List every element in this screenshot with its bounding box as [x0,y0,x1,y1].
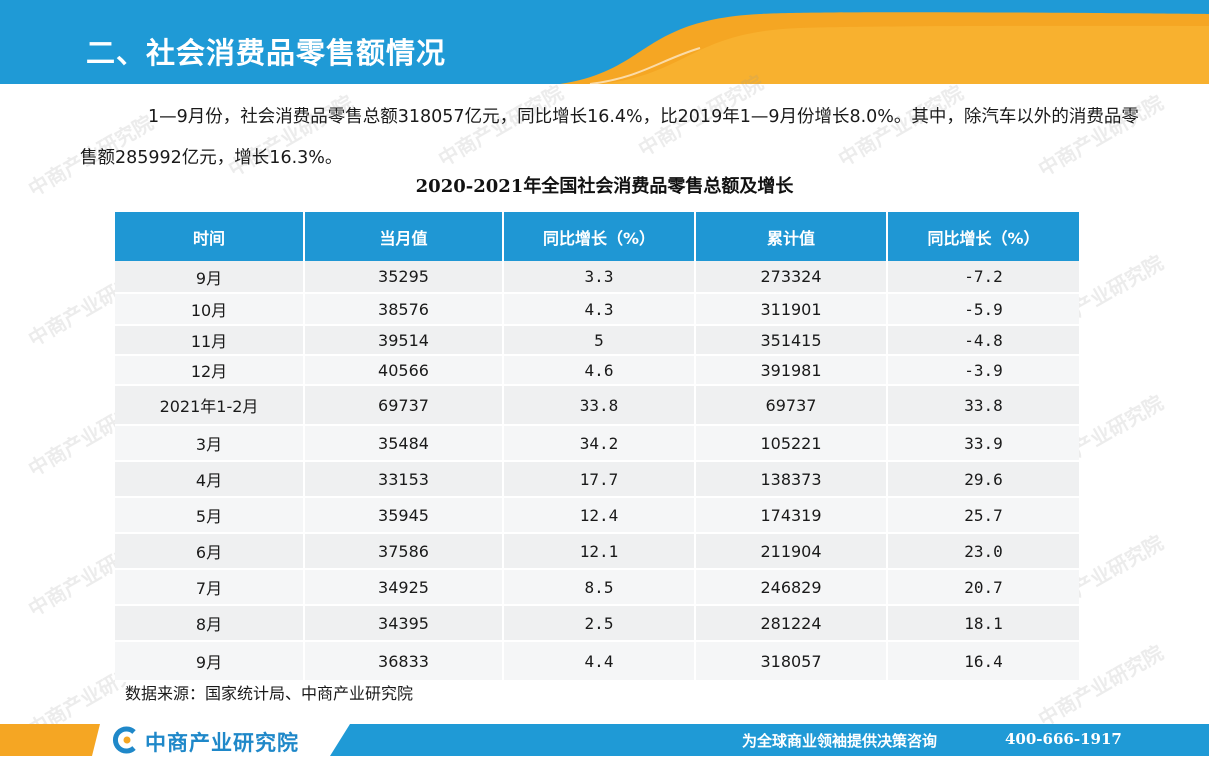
cell-monthly-value: 34395 [304,605,504,642]
cell-cumulative-value: 273324 [695,261,888,294]
cell-monthly-yoy: 17.7 [503,461,696,498]
column-header-time: 时间 [115,212,305,261]
table-row: 3月 35484 34.2 105221 33.9 [115,425,1079,462]
cell-cumulative-value: 318057 [695,641,888,682]
page-title: 二、社会消费品零售额情况 [86,36,447,70]
table-row: 12月 40566 4.6 391981 -3.9 [115,355,1079,386]
cell-time: 12月 [115,355,305,386]
column-header-monthly-value: 当月值 [304,212,504,261]
cell-monthly-yoy: 33.8 [503,385,696,426]
data-source-note: 数据来源：国家统计局、中商产业研究院 [125,684,414,703]
cell-time: 6月 [115,533,305,570]
table-row: 11月 39514 5 351415 -4.8 [115,325,1079,356]
cell-cumulative-yoy: 16.4 [887,641,1079,682]
cell-monthly-yoy: 2.5 [503,605,696,642]
cell-monthly-yoy: 12.4 [503,497,696,534]
header-decoration [0,0,1209,84]
cell-monthly-yoy: 5 [503,325,696,356]
table-title: 2020-2021年全国社会消费品零售总额及增长 [415,176,794,197]
table-row: 10月 38576 4.3 311901 -5.9 [115,293,1079,326]
cell-monthly-value: 37586 [304,533,504,570]
cell-cumulative-yoy: -3.9 [887,355,1079,386]
cell-cumulative-value: 391981 [695,355,888,386]
cell-cumulative-yoy: 18.1 [887,605,1079,642]
cell-monthly-yoy: 34.2 [503,425,696,462]
table-row: 2021年1-2月 69737 33.8 69737 33.8 [115,385,1079,426]
cell-cumulative-value: 281224 [695,605,888,642]
cell-cumulative-value: 211904 [695,533,888,570]
cell-monthly-value: 40566 [304,355,504,386]
cell-cumulative-yoy: 20.7 [887,569,1079,606]
table-row: 9月 35295 3.3 273324 -7.2 [115,261,1079,294]
cell-cumulative-yoy: 33.8 [887,385,1079,426]
cell-time: 10月 [115,293,305,326]
cell-cumulative-value: 69737 [695,385,888,426]
cell-time: 4月 [115,461,305,498]
table-body: 9月 35295 3.3 273324 -7.2 10月 38576 4.3 311901 -5.… [115,261,1079,682]
cell-time: 3月 [115,425,305,462]
cell-time: 9月 [115,261,305,294]
cell-monthly-value: 69737 [304,385,504,426]
column-header-cumulative-yoy: 同比增长（%） [887,212,1079,261]
cell-cumulative-yoy: -7.2 [887,261,1079,294]
cell-cumulative-value: 174319 [695,497,888,534]
cell-cumulative-yoy: -4.8 [887,325,1079,356]
cell-monthly-value: 34925 [304,569,504,606]
cell-cumulative-value: 246829 [695,569,888,606]
cell-monthly-value: 35484 [304,425,504,462]
table-row: 9月 36833 4.4 318057 16.4 [115,641,1079,682]
cell-monthly-yoy: 4.6 [503,355,696,386]
cell-monthly-value: 39514 [304,325,504,356]
cell-cumulative-value: 105221 [695,425,888,462]
cell-cumulative-value: 311901 [695,293,888,326]
cell-monthly-value: 35295 [304,261,504,294]
cell-time: 2021年1-2月 [115,385,305,426]
table-row: 5月 35945 12.4 174319 25.7 [115,497,1079,534]
table-row: 4月 33153 17.7 138373 29.6 [115,461,1079,498]
data-table: 时间 当月值 同比增长（%） 累计值 同比增长（%） 9月 35295 3.3 273… [115,212,1079,682]
cell-time: 11月 [115,325,305,356]
cell-cumulative-yoy: 29.6 [887,461,1079,498]
cell-cumulative-yoy: 33.9 [887,425,1079,462]
cell-cumulative-yoy: -5.9 [887,293,1079,326]
cell-cumulative-value: 351415 [695,325,888,356]
header-band: 二、社会消费品零售额情况 [0,0,1209,84]
cell-monthly-value: 35945 [304,497,504,534]
cell-cumulative-yoy: 25.7 [887,497,1079,534]
cell-monthly-value: 38576 [304,293,504,326]
table-row: 8月 34395 2.5 281224 18.1 [115,605,1079,642]
footer-logo-text: 中商产业研究院 [145,731,299,755]
footer-band: 中商产业研究院 为全球商业领袖提供决策咨询 400-666-1917 [0,724,1209,756]
footer-phone: 400-666-1917 [1005,730,1122,748]
cell-monthly-yoy: 3.3 [503,261,696,294]
cell-cumulative-yoy: 23.0 [887,533,1079,570]
footer-slogan: 为全球商业领袖提供决策咨询 [742,732,938,750]
cell-monthly-value: 33153 [304,461,504,498]
column-header-monthly-yoy: 同比增长（%） [503,212,696,261]
table-row: 7月 34925 8.5 246829 20.7 [115,569,1079,606]
intro-paragraph: 1—9月份，社会消费品零售总额318057亿元，同比增长16.4%，比2019年… [80,107,1139,168]
footer-decoration [0,724,1209,756]
cell-monthly-yoy: 4.4 [503,641,696,682]
cell-time: 8月 [115,605,305,642]
table-header-row: 时间 当月值 同比增长（%） 累计值 同比增长（%） [115,212,1079,261]
cell-monthly-value: 36833 [304,641,504,682]
cell-monthly-yoy: 12.1 [503,533,696,570]
cell-monthly-yoy: 4.3 [503,293,696,326]
askci-c-logo-icon [112,726,140,754]
cell-monthly-yoy: 8.5 [503,569,696,606]
cell-time: 5月 [115,497,305,534]
cell-time: 9月 [115,641,305,682]
cell-time: 7月 [115,569,305,606]
table-row: 6月 37586 12.1 211904 23.0 [115,533,1079,570]
column-header-cumulative-value: 累计值 [695,212,888,261]
cell-cumulative-value: 138373 [695,461,888,498]
